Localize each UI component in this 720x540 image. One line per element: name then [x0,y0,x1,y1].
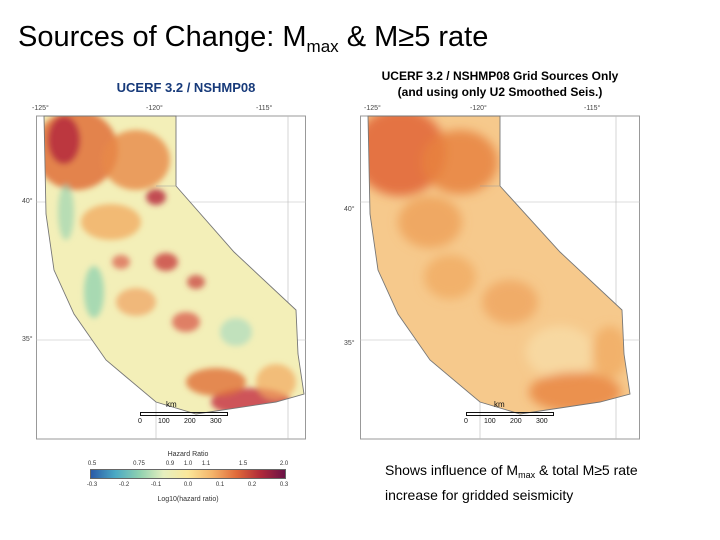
right-scale-200: 200 [510,418,522,425]
left-map-graphic [36,115,306,440]
legend-bottom-tick: 0.3 [279,482,289,488]
legend-top-tick: 1.0 [183,461,193,467]
right-scale-bar: km 0 100 200 300 [464,400,574,430]
note-prefix: Shows influence of M [385,462,519,478]
left-scale-200: 200 [184,418,196,425]
left-scale-label: km [166,400,177,409]
legend-bottom-tick: -0.1 [150,482,162,488]
right-map-graphic [360,115,640,440]
legend-title: Hazard Ratio [167,451,209,458]
right-lon-tick-2: -120° [470,105,487,112]
left-lon-tick-3: -115° [256,105,273,112]
legend-top-tick: 0.5 [87,461,97,467]
left-scale-0: 0 [138,418,142,425]
right-lon-tick-3: -115° [584,105,601,112]
right-scale-100: 100 [484,418,496,425]
left-scale-bar: km 0 100 200 300 [138,400,248,430]
title-suffix: & M≥5 rate [338,21,489,53]
legend-top-tick: 0.75 [133,461,145,467]
right-lat-tick-2: 35° [344,340,355,347]
left-scale-segment [140,412,228,416]
legend-axis-label: Log10(hazard ratio) [157,496,219,503]
left-lon-tick-1: -125° [32,105,49,112]
left-scale-100: 100 [158,418,170,425]
right-scale-0: 0 [464,418,468,425]
right-map-caption-line2: (and using only U2 Smoothed Seis.) [397,85,603,99]
title-subscript: max [306,37,339,56]
legend-bottom-tick: 0.2 [247,482,257,488]
hazard-ratio-legend: Hazard Ratio 0.5 0.75 0.9 1.0 1.1 1.5 2.… [86,448,289,508]
right-hazard-map: -125° -120° -115° 40° 35° km 0 100 200 3… [344,102,640,440]
legend-top-tick: 1.1 [201,461,211,467]
slide-title: Sources of Change: Mmax & M≥5 rate [18,18,488,66]
legend-bottom-tick: 0.0 [183,482,193,488]
legend-color-bar [90,469,286,479]
right-map-caption-line1: UCERF 3.2 / NSHMP08 Grid Sources Only [381,69,619,83]
right-map-caption: UCERF 3.2 / NSHMP08 Grid Sources Only (a… [350,68,650,100]
left-hazard-map: -125° -120° -115° 40° 35° km 0 100 200 3… [22,102,306,440]
legend-bottom-tick: 0.1 [215,482,225,488]
left-lat-tick-2: 35° [22,336,33,343]
legend-top-tick: 0.9 [165,461,175,467]
legend-top-tick: 1.5 [238,461,248,467]
right-scale-label: km [494,400,505,409]
legend-bottom-tick: -0.3 [86,482,98,488]
left-scale-300: 300 [210,418,222,425]
note-text: Shows influence of Mmax & total M≥5 rate… [385,460,685,505]
legend-top-tick: 2.0 [279,461,289,467]
left-lon-tick-2: -120° [146,105,163,112]
legend-bottom-tick: -0.2 [118,482,130,488]
note-subscript: max [518,470,536,480]
right-scale-300: 300 [536,418,548,425]
left-map-caption: UCERF 3.2 / NSHMP08 [116,80,256,95]
left-lat-tick-1: 40° [22,198,33,205]
note-suffix: & total M≥5 rate increase for gridded se… [385,462,638,503]
right-lon-tick-1: -125° [364,105,381,112]
right-lat-tick-1: 40° [344,206,355,213]
title-prefix: Sources of Change: M [18,21,307,53]
right-scale-segment [466,412,554,416]
